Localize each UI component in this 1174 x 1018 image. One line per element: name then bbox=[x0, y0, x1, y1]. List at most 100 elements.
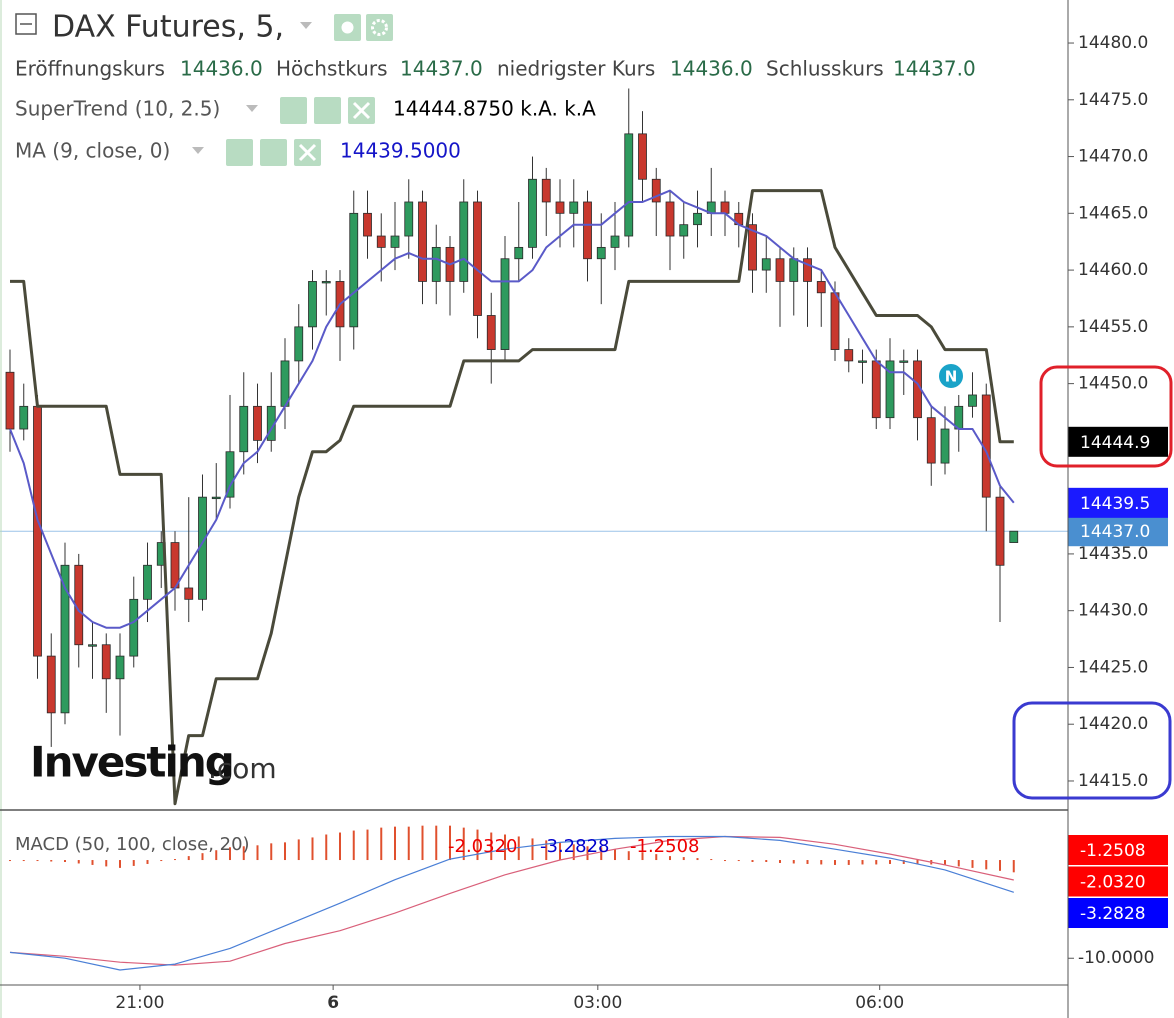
candle-body bbox=[830, 292, 840, 350]
dropdown[interactable] bbox=[246, 105, 258, 112]
logo: Investing bbox=[30, 738, 233, 787]
candle-body bbox=[514, 246, 524, 260]
histogram-bar bbox=[916, 860, 919, 865]
y-tick-label: 14460.0 bbox=[1078, 260, 1148, 280]
candle-body bbox=[459, 201, 469, 282]
y-tick-label: -10.0000 bbox=[1078, 948, 1154, 968]
candle-body bbox=[1009, 530, 1019, 543]
ohlc-value: 14436.0 bbox=[180, 57, 263, 81]
candle-body bbox=[775, 258, 785, 282]
candle-body bbox=[486, 315, 496, 350]
histogram-bar bbox=[792, 860, 795, 864]
settings-icon[interactable] bbox=[314, 97, 341, 124]
y-tick-label: 14450.0 bbox=[1078, 374, 1148, 394]
histogram-bar bbox=[132, 860, 135, 866]
candle-body bbox=[60, 564, 70, 714]
candle-body bbox=[129, 598, 139, 657]
price-badge-label: 14437.0 bbox=[1080, 522, 1150, 542]
indicator-line bbox=[9, 835, 1014, 971]
ohlc-value: 14437.0 bbox=[893, 57, 976, 81]
eye-icon[interactable] bbox=[280, 97, 307, 124]
indicator-name: MA (9, close, 0) bbox=[15, 139, 170, 163]
x-tick-label: 06:00 bbox=[855, 993, 904, 1013]
candle-body bbox=[720, 201, 730, 214]
macd-value: -1.2508 bbox=[630, 836, 699, 857]
histogram-bar bbox=[586, 846, 589, 861]
histogram-bar bbox=[957, 860, 960, 867]
histogram-bar bbox=[366, 829, 369, 861]
candle-body bbox=[5, 371, 15, 430]
histogram-bar bbox=[215, 850, 218, 861]
highlight-box bbox=[1039, 365, 1173, 468]
histogram-bar bbox=[242, 846, 245, 861]
price-badge-label: 14444.9 bbox=[1080, 433, 1150, 453]
settings-icon[interactable] bbox=[366, 14, 393, 41]
x-tick-label: 6 bbox=[327, 993, 339, 1013]
candle-body bbox=[610, 235, 620, 248]
candle-body bbox=[638, 133, 647, 180]
gear-shape bbox=[371, 19, 388, 36]
settings-icon[interactable] bbox=[260, 139, 287, 166]
price-badge bbox=[1068, 426, 1168, 457]
histogram-bar bbox=[682, 857, 685, 861]
title-icons bbox=[334, 14, 393, 41]
histogram-bar bbox=[1012, 860, 1015, 873]
candle-body bbox=[583, 201, 592, 260]
collapse-icon[interactable] bbox=[15, 13, 37, 35]
dropdown[interactable] bbox=[300, 22, 312, 29]
candle-body bbox=[761, 258, 771, 271]
candle-body bbox=[651, 178, 661, 203]
highlight-box bbox=[1012, 701, 1172, 800]
histogram-bar bbox=[820, 860, 823, 865]
histogram-bar bbox=[875, 860, 878, 865]
candle-body bbox=[693, 212, 702, 226]
histogram-bar bbox=[325, 834, 328, 861]
histogram-bar bbox=[641, 852, 644, 861]
histogram-bar bbox=[655, 854, 658, 861]
candle-body bbox=[19, 405, 29, 430]
macd-value: -2.0320 bbox=[448, 836, 517, 857]
y-tick-label: 14470.0 bbox=[1078, 147, 1148, 167]
candle-body bbox=[33, 405, 42, 657]
price-badge bbox=[1068, 898, 1168, 928]
candle-body bbox=[390, 235, 400, 248]
price-badge-label: -2.0320 bbox=[1080, 873, 1146, 893]
candle-body bbox=[46, 655, 56, 714]
ohlc-label: Höchstkurs bbox=[276, 57, 388, 81]
histogram-bar bbox=[600, 847, 603, 861]
histogram-bar bbox=[338, 832, 341, 861]
histogram-bar bbox=[187, 856, 190, 861]
eye-icon[interactable] bbox=[226, 139, 253, 166]
histogram-bar bbox=[146, 860, 149, 864]
candle-body bbox=[940, 428, 950, 464]
histogram-bar bbox=[517, 836, 520, 861]
ohlc-value: 14436.0 bbox=[670, 57, 753, 81]
x-shape bbox=[298, 143, 317, 162]
news-marker-label: N bbox=[945, 368, 958, 386]
indicator-value: 14444.8750 k.A. k.A bbox=[393, 97, 596, 121]
candle-body bbox=[789, 258, 799, 282]
price-badge-label: -3.2828 bbox=[1080, 904, 1146, 924]
dropdown[interactable] bbox=[192, 147, 204, 154]
candle-body bbox=[541, 178, 551, 203]
x-tick-label: 03:00 bbox=[573, 993, 622, 1013]
candle-body bbox=[748, 224, 757, 271]
histogram-bar bbox=[944, 860, 947, 865]
histogram-bar bbox=[614, 849, 617, 861]
histogram-bar bbox=[545, 840, 548, 861]
candle-body bbox=[184, 587, 194, 600]
histogram-bar bbox=[476, 829, 479, 861]
candle-body bbox=[665, 201, 675, 237]
histogram-bar bbox=[105, 860, 108, 867]
chart-title: DAX Futures, 5, bbox=[52, 10, 284, 45]
histogram-bar bbox=[160, 860, 163, 862]
candle-body bbox=[115, 655, 125, 680]
candle-body bbox=[816, 281, 826, 294]
candle-body bbox=[995, 496, 1005, 566]
candle-body bbox=[225, 451, 235, 498]
candle-body bbox=[858, 360, 867, 363]
ma-icons bbox=[226, 139, 321, 166]
histogram-bar bbox=[393, 826, 396, 861]
news-marker[interactable] bbox=[937, 362, 965, 390]
